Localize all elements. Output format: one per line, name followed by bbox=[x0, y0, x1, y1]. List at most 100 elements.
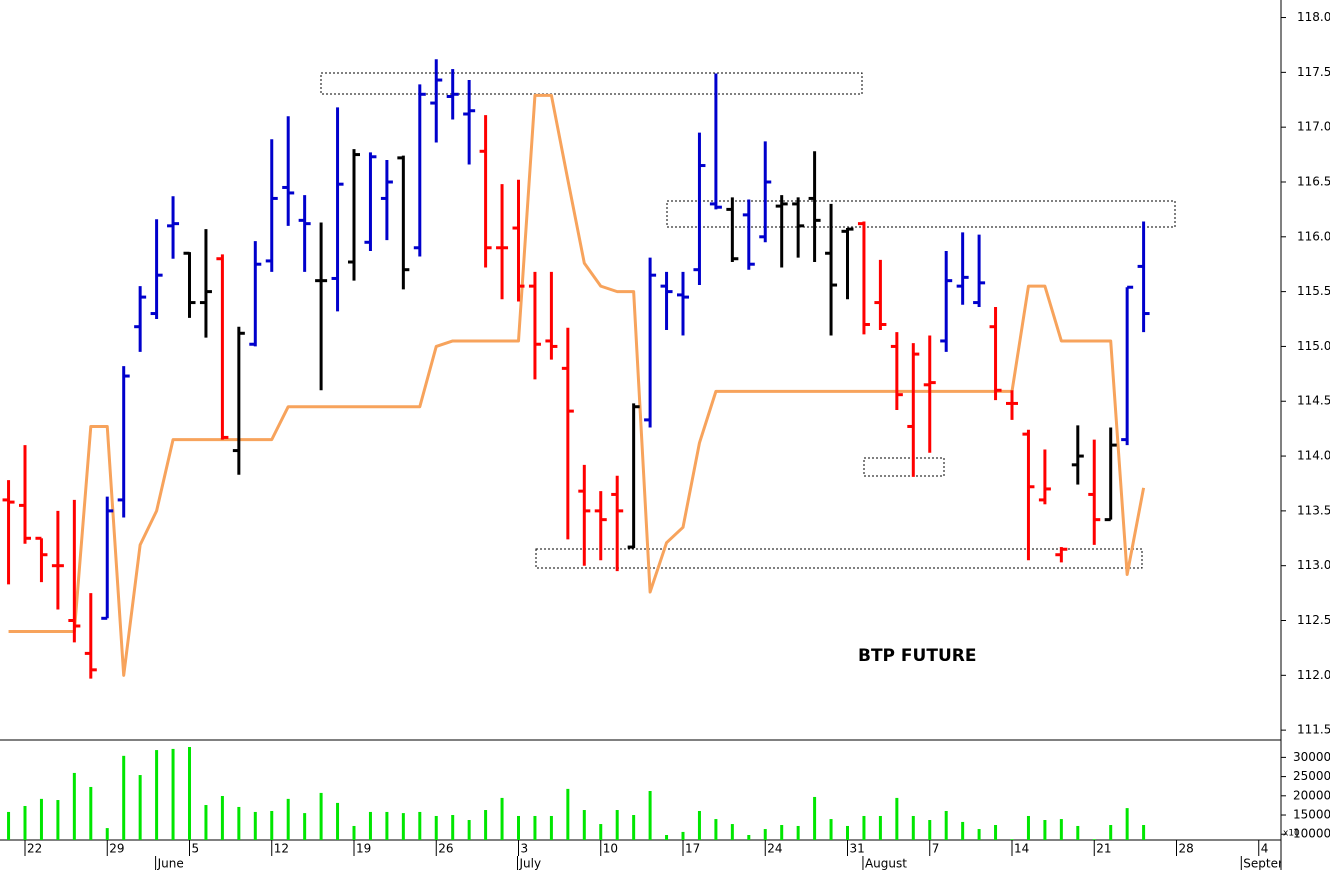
volume-bar bbox=[155, 750, 159, 840]
volume-bar bbox=[796, 825, 800, 840]
y-tick-label: 114.5 bbox=[1297, 394, 1330, 408]
volume-bar bbox=[237, 806, 241, 840]
volume-bar bbox=[220, 795, 224, 840]
annotation: BTP FUTURE bbox=[858, 646, 976, 666]
y-tick-label: 112.5 bbox=[1297, 613, 1330, 627]
volume-bar bbox=[319, 792, 323, 840]
volume-bar bbox=[368, 811, 372, 840]
y-tick-label: 25000 bbox=[1293, 769, 1330, 783]
volume-bar bbox=[1125, 808, 1129, 840]
x-tick-label: 14 bbox=[1014, 842, 1029, 856]
y-tick-label: 15000 bbox=[1293, 808, 1330, 822]
x-tick-label: 29 bbox=[109, 842, 124, 856]
y-tick-label: 20000 bbox=[1293, 788, 1330, 802]
volume-bar bbox=[467, 820, 471, 840]
volume-bar bbox=[7, 811, 11, 840]
y-tick-label: 114.0 bbox=[1297, 449, 1330, 463]
volume-bar bbox=[928, 820, 932, 840]
x-tick-label: 22 bbox=[27, 842, 42, 856]
volume-bar bbox=[615, 810, 619, 840]
volume-bar bbox=[895, 797, 899, 840]
volume-bar bbox=[813, 796, 817, 840]
x-tick-label: 19 bbox=[356, 842, 371, 856]
volume-bar bbox=[517, 815, 520, 840]
month-label: June bbox=[157, 857, 184, 870]
volume-bar bbox=[961, 821, 965, 840]
volume-bar bbox=[1142, 825, 1146, 840]
support-zone bbox=[863, 457, 945, 477]
volume-bar bbox=[944, 810, 948, 840]
volume-bar bbox=[747, 835, 751, 840]
volume-bar bbox=[846, 825, 849, 840]
volume-bar bbox=[632, 815, 636, 840]
volume-bar bbox=[665, 835, 669, 840]
volume-bar bbox=[1010, 839, 1014, 840]
x-tick-label: 10 bbox=[603, 842, 618, 856]
volume-bar bbox=[270, 810, 274, 840]
volume-bar bbox=[1076, 825, 1080, 840]
x-tick-label: 12 bbox=[274, 842, 289, 856]
y-tick-label: 112.0 bbox=[1297, 668, 1330, 682]
volume-bar bbox=[484, 810, 488, 840]
volume-bar bbox=[714, 819, 718, 840]
volume-bar bbox=[418, 811, 422, 840]
volume-bar bbox=[1109, 825, 1113, 840]
volume-bar bbox=[763, 829, 767, 840]
y-tick-label: 117.5 bbox=[1297, 65, 1330, 79]
volume-bar bbox=[648, 791, 652, 840]
volume-bar bbox=[286, 798, 290, 840]
month-label: September bbox=[1243, 857, 1309, 870]
volume-bar bbox=[994, 825, 998, 840]
volume-unit: x10 bbox=[1283, 829, 1300, 839]
y-tick-label: 30000 bbox=[1293, 750, 1330, 764]
support-zone bbox=[535, 548, 1143, 569]
volume-bar bbox=[336, 802, 340, 840]
volume-bar bbox=[1059, 819, 1063, 840]
volume-bar bbox=[500, 797, 504, 840]
volume-bar bbox=[862, 815, 866, 840]
volume-bar bbox=[730, 824, 734, 840]
volume-bar bbox=[549, 815, 553, 840]
x-tick-label: 21 bbox=[1096, 842, 1111, 856]
volume-bar bbox=[352, 825, 356, 840]
volume-bar bbox=[401, 813, 405, 840]
y-tick-label: 115.0 bbox=[1297, 339, 1330, 353]
x-tick-label: 24 bbox=[767, 842, 782, 856]
volume-bar bbox=[533, 815, 537, 840]
volume-bar bbox=[105, 828, 109, 840]
volume-bar bbox=[23, 805, 27, 840]
y-tick-label: 118.0 bbox=[1297, 10, 1330, 24]
resistance-zone bbox=[320, 72, 863, 95]
volume-bar bbox=[451, 815, 455, 840]
x-tick-label: 5 bbox=[192, 842, 200, 856]
x-tick-label: 7 bbox=[932, 842, 940, 856]
x-tick-label: 17 bbox=[685, 842, 700, 856]
x-tick-label: 4 bbox=[1261, 842, 1269, 856]
volume-bar bbox=[1092, 839, 1096, 840]
volume-bar bbox=[829, 819, 833, 840]
volume-bar bbox=[1026, 815, 1030, 840]
x-tick-label: 28 bbox=[1179, 842, 1194, 856]
y-tick-label: 117.0 bbox=[1297, 120, 1330, 134]
y-tick-label: 113.0 bbox=[1297, 558, 1330, 572]
volume-bar bbox=[780, 825, 784, 840]
volume-bar bbox=[303, 813, 307, 840]
volume-bar bbox=[697, 810, 701, 840]
x-axis-labels: 22 29 5 12 19 26 3 10 17 24 31 7 14 21 28 4 June July Augu… bbox=[27, 842, 1309, 870]
volume-bar bbox=[188, 746, 191, 840]
volume-bar bbox=[977, 829, 981, 840]
month-label: August bbox=[865, 857, 907, 870]
volume-bar bbox=[681, 831, 685, 840]
volume-bar bbox=[56, 800, 60, 840]
volume-bar bbox=[911, 815, 915, 840]
y-tick-label: 116.5 bbox=[1297, 174, 1330, 188]
y-tick-label: 10000 bbox=[1293, 827, 1330, 841]
y-tick-label: 116.0 bbox=[1297, 229, 1330, 243]
month-label: July bbox=[519, 857, 542, 870]
x-tick-label: 31 bbox=[850, 842, 865, 856]
volume-bar bbox=[599, 824, 603, 840]
volume-bar bbox=[171, 748, 175, 840]
volume-bar bbox=[878, 815, 882, 840]
volume-bar bbox=[39, 798, 43, 840]
